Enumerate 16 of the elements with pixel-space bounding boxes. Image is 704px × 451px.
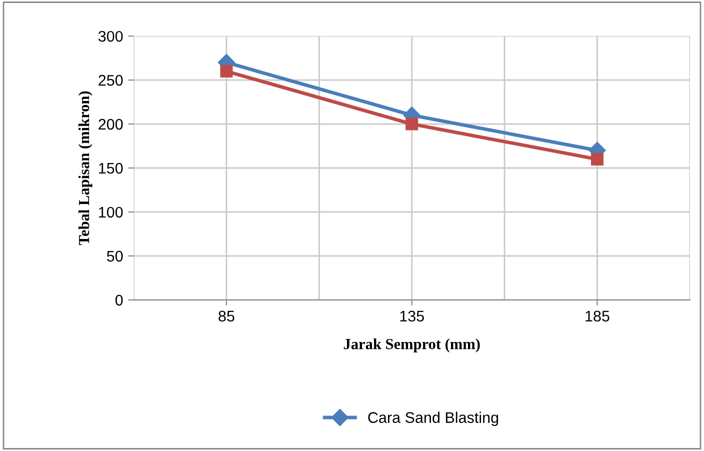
x-axis-title: Jarak Semprot (mm) (344, 338, 480, 352)
y-tick-label: 150 (99, 162, 123, 174)
legend-label: Cara Sand Blasting (368, 412, 498, 426)
x-tick-label: 185 (586, 310, 610, 322)
point (406, 118, 418, 130)
y-tick-label: 100 (99, 206, 123, 218)
point (590, 152, 604, 166)
point (220, 65, 233, 78)
y-axis-title: Tebal Lapisan (mikron) (78, 91, 92, 246)
x-tick-label: 85 (218, 310, 234, 322)
y-tick-label: 50 (106, 250, 123, 262)
x-tick-label: 135 (400, 310, 424, 322)
y-tick-label: 300 (98, 30, 123, 42)
y-tick-label: 0 (115, 294, 123, 306)
y-tick-label: 200 (98, 118, 123, 130)
y-tick-label: 250 (98, 74, 123, 86)
